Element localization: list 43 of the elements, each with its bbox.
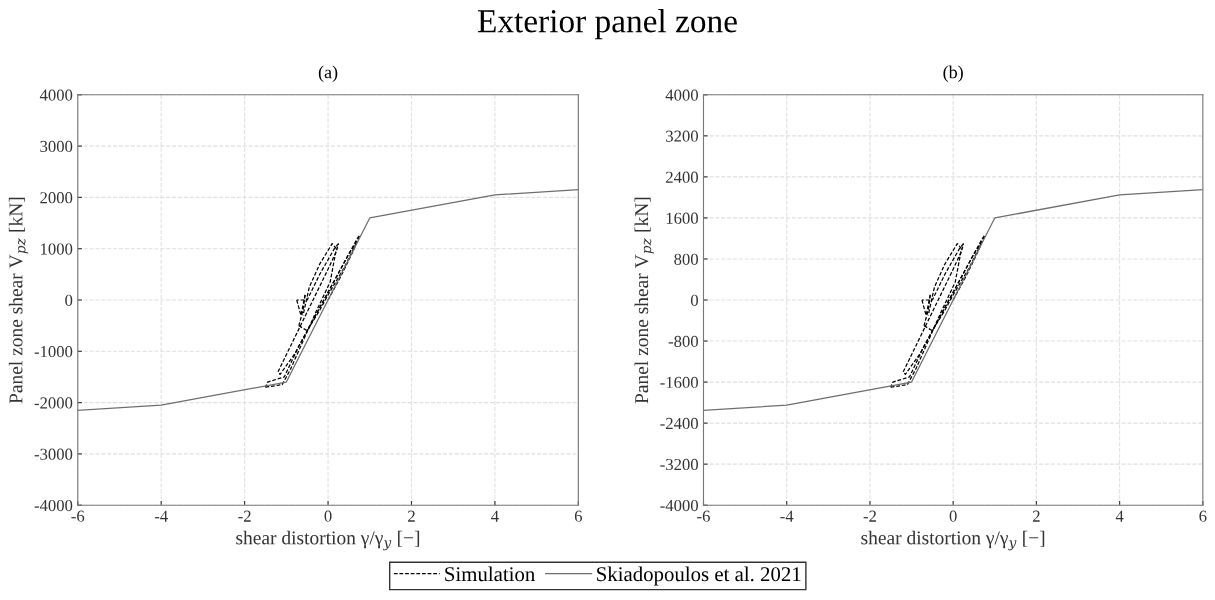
y-tick-label: 0 bbox=[690, 294, 698, 306]
y-tick-label: -3000 bbox=[34, 448, 73, 460]
y-tick-label: -4000 bbox=[34, 499, 73, 512]
y-tick-label: 1600 bbox=[666, 212, 698, 224]
x-tick-label: 6 bbox=[1199, 510, 1207, 522]
y-axis-title: Panel zone shear V$_{pz}$ [kN] bbox=[634, 197, 654, 404]
y-tick-label: -3200 bbox=[660, 458, 698, 471]
x-tick-label: -4 bbox=[154, 510, 168, 522]
x-tick-label: 6 bbox=[574, 510, 583, 522]
y-tick-label: 1000 bbox=[41, 243, 73, 255]
y-tick-label: 2000 bbox=[40, 192, 73, 204]
x-tick-label: 2 bbox=[1032, 510, 1040, 522]
y-axis-title: Panel zone shear V$_{pz}$ [kN] bbox=[8, 197, 29, 404]
x-tick-label: -6 bbox=[697, 510, 710, 522]
x-tick-label: -2 bbox=[863, 510, 876, 522]
x-tick-label: -6 bbox=[71, 510, 85, 522]
y-tick-label: 3000 bbox=[40, 140, 73, 153]
legend-label: Simulation bbox=[445, 566, 535, 582]
y-tick-label: 0 bbox=[65, 294, 73, 306]
x-tick-label: -2 bbox=[238, 510, 251, 522]
y-tick-label: -4000 bbox=[660, 499, 698, 512]
x-tick-label: -4 bbox=[780, 510, 794, 522]
y-tick-label: 4000 bbox=[39, 89, 73, 101]
x-tick-label: 0 bbox=[324, 510, 332, 522]
x-tick-label: 0 bbox=[949, 510, 957, 522]
y-tick-label: -1000 bbox=[34, 346, 73, 358]
x-tick-label: 4 bbox=[1115, 510, 1124, 522]
chart-subtitle: (a) bbox=[318, 65, 338, 82]
x-axis-title: shear distortion γ/γ$_{y}$ [−] bbox=[236, 530, 420, 551]
y-tick-label: -1600 bbox=[660, 376, 698, 389]
chart-title: Exterior panel zone bbox=[477, 9, 737, 40]
x-tick-label: 2 bbox=[408, 510, 415, 522]
x-tick-label: 4 bbox=[491, 510, 499, 522]
legend-label: Skiadopoulos et al. 2021 bbox=[597, 566, 801, 586]
y-tick-label: -2400 bbox=[660, 417, 698, 430]
y-tick-label: -800 bbox=[668, 335, 698, 347]
x-axis-title: shear distortion γ/γ$_{y}$ [−] bbox=[861, 530, 1045, 551]
chart-subtitle: (b) bbox=[943, 65, 963, 82]
y-tick-label: 2400 bbox=[666, 171, 698, 183]
y-tick-label: 3200 bbox=[666, 130, 698, 142]
y-tick-label: 800 bbox=[674, 253, 698, 265]
y-tick-label: -2000 bbox=[34, 397, 73, 409]
y-tick-label: 4000 bbox=[665, 89, 698, 101]
